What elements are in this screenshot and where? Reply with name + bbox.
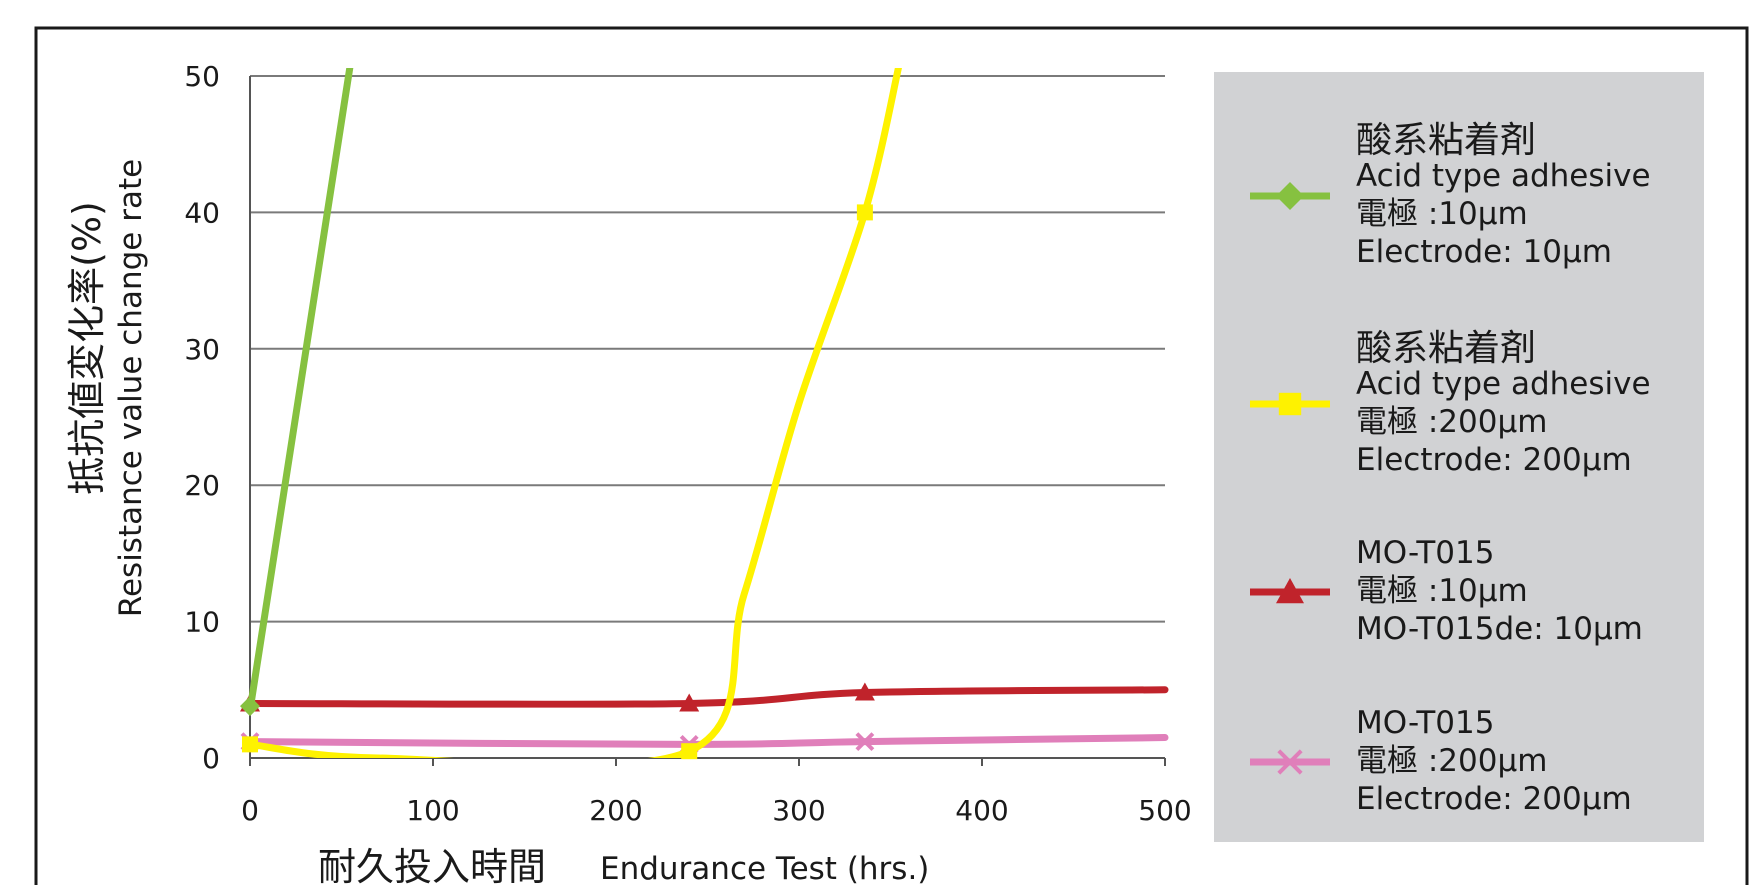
x-axis-title-jp: 耐久投入時間 bbox=[318, 845, 546, 885]
y-tick-label: 0 bbox=[202, 742, 220, 775]
x-tick-label: 200 bbox=[589, 794, 642, 827]
tick-labels: 0 100 200 300 400 500 0 10 20 30 40 50 bbox=[184, 60, 1191, 827]
legend-marker-pink bbox=[1277, 749, 1303, 775]
data-point-green bbox=[240, 696, 260, 717]
data-point-pink bbox=[855, 732, 875, 752]
series-line-pink bbox=[246, 734, 1169, 748]
legend-text-pink: MO-T015 bbox=[1356, 705, 1494, 741]
data-point-yellow bbox=[856, 204, 873, 221]
legend-text-green: Electrode: 10μm bbox=[1356, 234, 1612, 270]
series-layer bbox=[240, 68, 1169, 760]
legend-text-yellow: 酸系粘着剤 bbox=[1356, 328, 1536, 369]
x-axis-title-en: Endurance Test (hrs.) bbox=[600, 851, 929, 885]
y-tick-label: 50 bbox=[184, 60, 220, 93]
x-tick-label: 400 bbox=[955, 794, 1008, 827]
legend-text-yellow: Acid type adhesive bbox=[1356, 366, 1651, 402]
legend-text-green: 電極 :10μm bbox=[1356, 196, 1528, 232]
legend-text-red: 電極 :10μm bbox=[1356, 573, 1528, 609]
legend-marker-green bbox=[1276, 182, 1304, 210]
x-tick-label: 300 bbox=[772, 794, 825, 827]
x-tick-label: 0 bbox=[241, 794, 259, 827]
legend-text-red: MO-T015 bbox=[1356, 535, 1494, 571]
y-tick-label: 20 bbox=[184, 469, 220, 502]
data-point-yellow bbox=[242, 736, 258, 753]
x-tick-label: 100 bbox=[406, 794, 459, 827]
grid-lines bbox=[250, 75, 1165, 623]
legend-text-yellow: Electrode: 200μm bbox=[1356, 442, 1632, 478]
legend-marker-red bbox=[1276, 578, 1304, 604]
data-point-yellow bbox=[681, 743, 698, 760]
y-tick-label: 10 bbox=[184, 606, 220, 639]
y-tick-label: 40 bbox=[184, 196, 220, 229]
series-line-red bbox=[246, 686, 1169, 708]
series-line-green bbox=[246, 68, 354, 714]
data-point-red bbox=[854, 682, 875, 701]
y-tick-label: 30 bbox=[184, 333, 220, 366]
legend-text-green: Acid type adhesive bbox=[1356, 158, 1651, 194]
y-axis-title-en: Resistance value change rate bbox=[113, 159, 149, 617]
legend-text-green: 酸系粘着剤 bbox=[1356, 120, 1536, 161]
y-axis-title-jp: 抵抗値変化率(%) bbox=[65, 201, 109, 495]
data-point-red bbox=[679, 693, 700, 712]
legend-text-pink: 電極 :200μm bbox=[1356, 743, 1547, 779]
legend-marker-yellow bbox=[1278, 392, 1302, 416]
x-tick-label: 500 bbox=[1138, 794, 1191, 827]
legend-text-red: MO-T015de: 10μm bbox=[1356, 611, 1643, 647]
legend-text-pink: Electrode: 200μm bbox=[1356, 781, 1632, 817]
legend-text-yellow: 電極 :200μm bbox=[1356, 404, 1547, 440]
